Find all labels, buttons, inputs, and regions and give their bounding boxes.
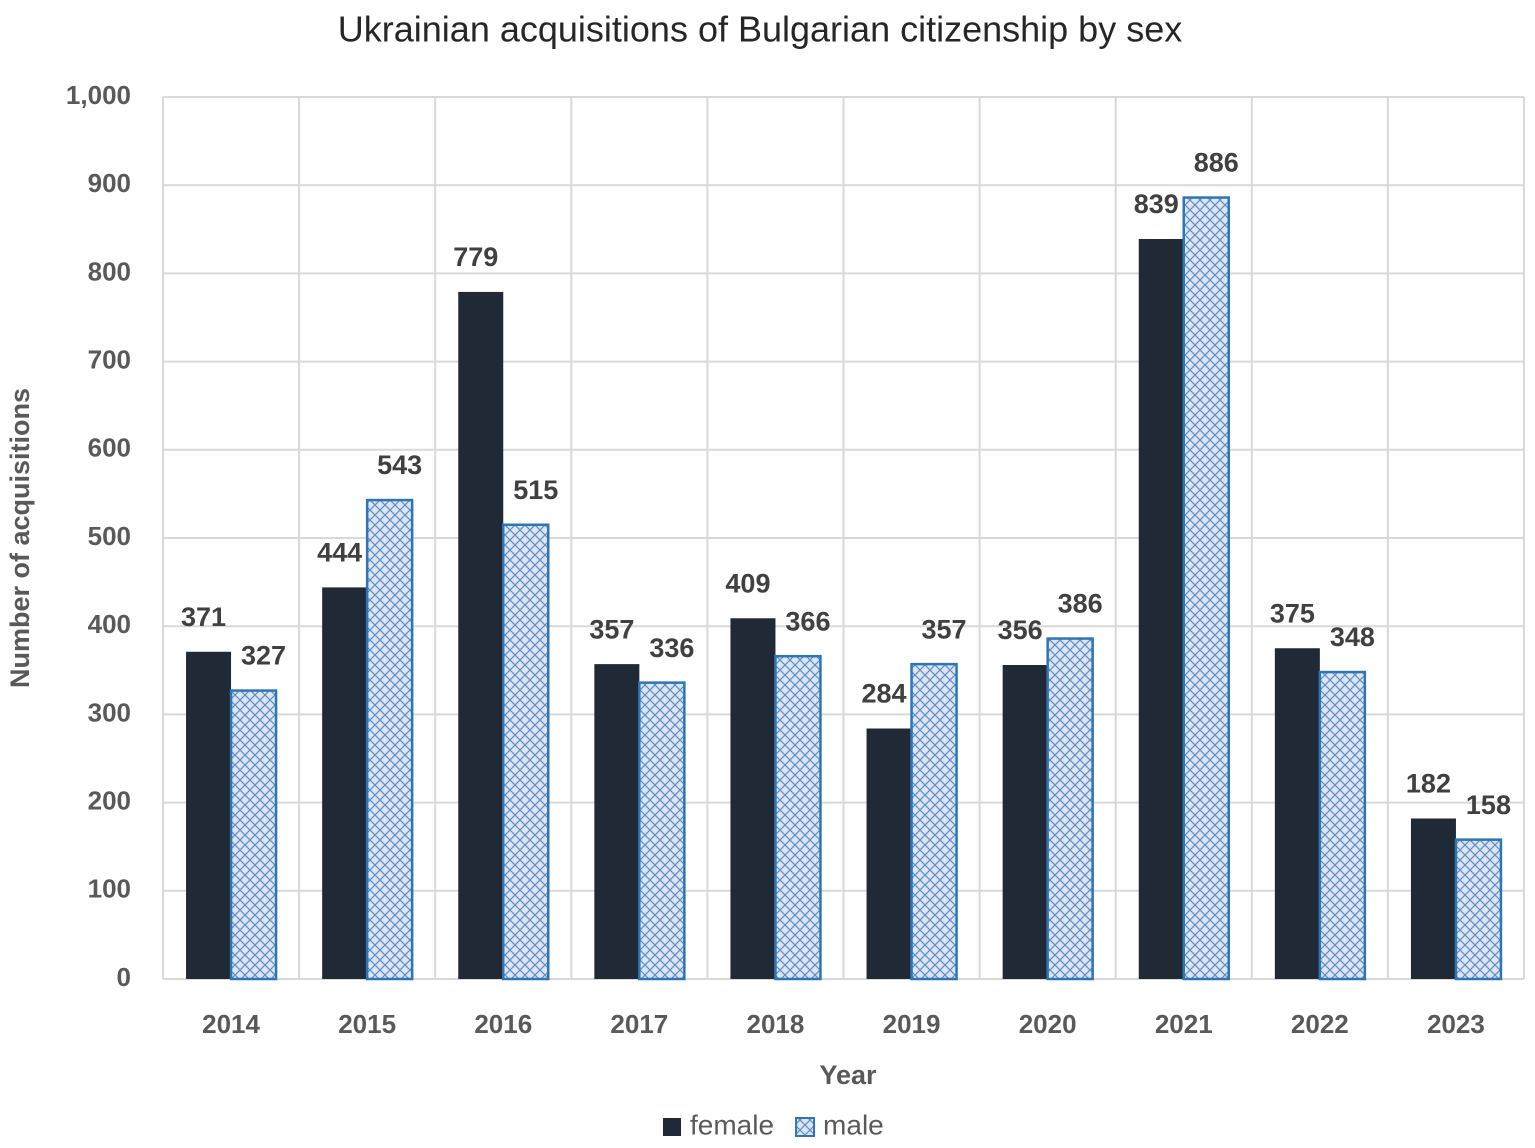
value-label: 348 <box>1330 622 1375 652</box>
legend-label: male <box>823 1109 884 1140</box>
bar <box>866 728 912 979</box>
value-label: 386 <box>1058 589 1103 619</box>
x-tick-label: 2022 <box>1291 1009 1349 1039</box>
value-label: 839 <box>1134 189 1179 219</box>
value-label: 375 <box>1270 598 1315 628</box>
y-tick-label: 600 <box>88 433 131 463</box>
bar <box>1318 670 1367 981</box>
value-label: 444 <box>317 538 362 568</box>
bar <box>1274 648 1320 979</box>
y-axis-label: Number of acquisitions <box>5 388 35 688</box>
value-label: 779 <box>453 242 498 272</box>
bar <box>638 681 686 981</box>
y-tick-label: 300 <box>88 697 131 727</box>
x-tick-label: 2021 <box>1155 1009 1213 1039</box>
x-tick-label: 2023 <box>1427 1009 1485 1039</box>
value-label: 886 <box>1194 148 1239 178</box>
x-axis-label: Year <box>819 1060 877 1090</box>
y-tick-label: 500 <box>88 521 131 551</box>
value-label: 356 <box>998 615 1043 645</box>
x-tick-label: 2019 <box>883 1009 941 1039</box>
bar <box>1454 838 1503 981</box>
bar <box>1410 818 1456 979</box>
value-label: 371 <box>181 602 226 632</box>
x-tick-label: 2018 <box>747 1009 805 1039</box>
bar <box>910 662 958 981</box>
value-label: 158 <box>1466 790 1511 820</box>
legend-swatch <box>795 1117 816 1137</box>
value-label: 336 <box>649 633 694 663</box>
y-tick-label: 100 <box>88 874 131 904</box>
y-tick-label: 900 <box>88 168 131 198</box>
bar <box>774 654 822 981</box>
bar <box>1182 196 1230 981</box>
x-tick-label: 2015 <box>338 1009 396 1039</box>
value-label: 284 <box>862 679 907 709</box>
value-label: 366 <box>785 606 830 636</box>
x-tick-label: 2014 <box>202 1009 260 1039</box>
y-tick-label: 400 <box>88 609 131 639</box>
y-tick-label: 200 <box>88 785 131 815</box>
bar <box>1138 239 1184 979</box>
bar <box>365 498 414 981</box>
y-tick-label: 0 <box>117 962 131 992</box>
value-label: 182 <box>1406 769 1451 799</box>
y-tick-label: 1,000 <box>66 80 131 110</box>
value-label: 357 <box>922 614 967 644</box>
legend-label: female <box>690 1109 774 1140</box>
legend-swatch <box>663 1118 681 1136</box>
value-label: 327 <box>241 641 286 671</box>
y-tick-label: 700 <box>88 344 131 374</box>
bar <box>458 291 504 979</box>
x-tick-label: 2017 <box>610 1009 668 1039</box>
bar <box>186 651 232 979</box>
value-label: 515 <box>513 475 558 505</box>
bar <box>1002 665 1048 979</box>
bar <box>322 587 368 979</box>
x-tick-label: 2020 <box>1019 1009 1077 1039</box>
chart-title: Ukrainian acquisitions of Bulgarian citi… <box>338 9 1182 50</box>
y-tick-label: 800 <box>88 256 131 286</box>
bar <box>594 664 640 979</box>
bar <box>502 523 550 981</box>
bar <box>1046 637 1094 981</box>
x-tick-label: 2016 <box>474 1009 532 1039</box>
bar <box>229 689 278 981</box>
bar <box>730 618 776 979</box>
value-label: 357 <box>589 614 634 644</box>
value-label: 409 <box>725 568 770 598</box>
value-label: 543 <box>377 450 422 480</box>
